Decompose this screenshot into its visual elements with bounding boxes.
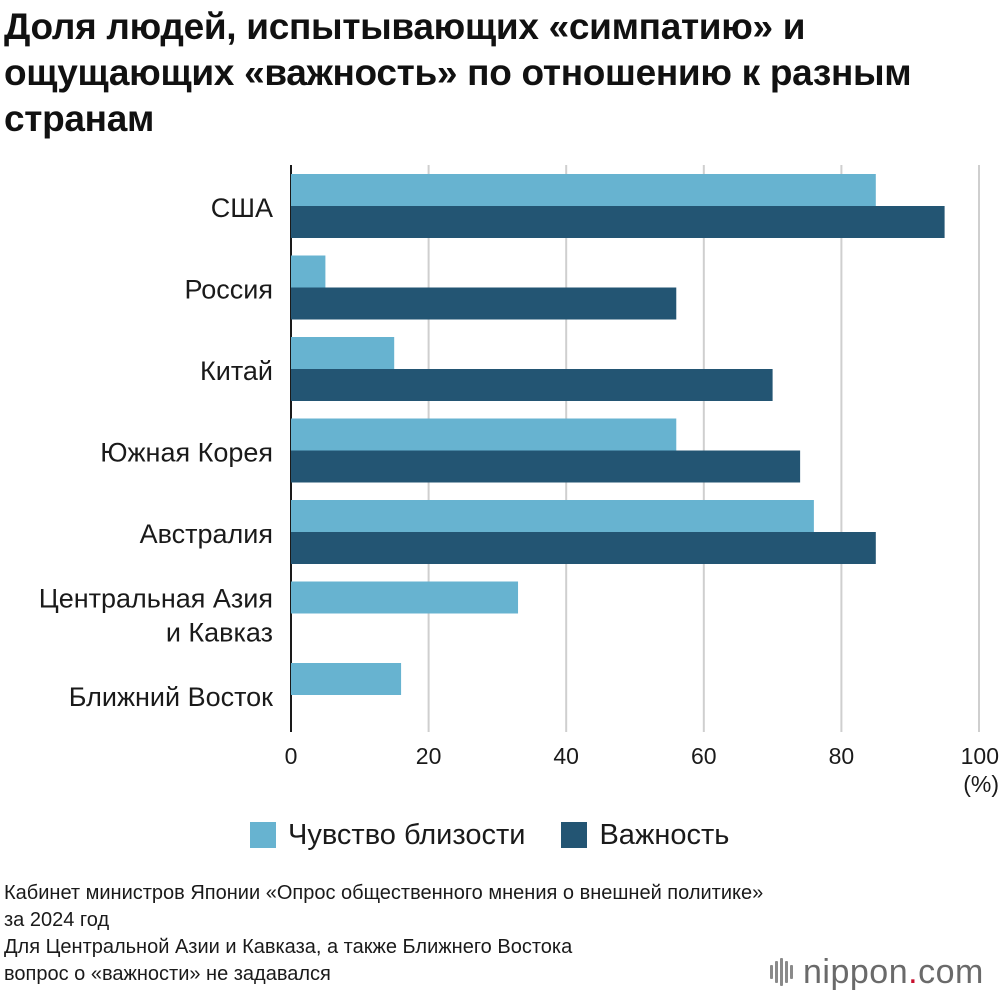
bar-closeness-0 <box>291 174 876 206</box>
logo-dot: . <box>908 952 919 991</box>
bar-importance-2 <box>291 369 773 401</box>
bar-importance-3 <box>291 450 801 483</box>
category-label-line: Южная Корея <box>100 438 273 468</box>
bar-closeness-6 <box>291 663 402 695</box>
category-label-line: Австралия <box>140 519 273 549</box>
bar-importance-4 <box>291 532 876 564</box>
category-label-line: и Кавказ <box>166 618 273 648</box>
legend-item-closeness: Чувство близости <box>250 819 525 852</box>
bar-chart: США Россия Китай Южная Корея Австралия Центра… <box>39 165 999 797</box>
category-label-line: США <box>211 193 273 223</box>
category-label-line: Китай <box>200 356 273 386</box>
category-label-3: Южная Корея <box>100 438 273 468</box>
logo-suffix: com <box>918 952 984 991</box>
x-unit-label: (%) <box>963 771 999 797</box>
logo-name: nippon <box>803 952 909 991</box>
bar-importance-0 <box>291 206 945 238</box>
x-tick-label-100: 100 <box>961 743 999 769</box>
footnote-year: за 2024 год <box>4 909 110 931</box>
logo-bars-icon <box>770 958 795 986</box>
x-tick-label-0: 0 <box>285 743 298 769</box>
footnote-note-cont: вопрос о «важности» не задавался <box>4 963 331 985</box>
bar-closeness-3 <box>291 418 677 451</box>
footnote-source: Кабинет министров Японии «Опрос обществе… <box>4 882 764 904</box>
x-tick-label-60: 60 <box>691 743 717 769</box>
footnote-note: Для Центральной Азии и Кавказа, а также … <box>4 936 573 958</box>
x-tick-label-20: 20 <box>416 743 442 769</box>
bars <box>291 174 945 695</box>
category-labels: США Россия Китай Южная Корея Австралия Центра… <box>39 193 273 712</box>
category-label-5: Центральная Азия и Кавказ <box>39 584 273 648</box>
bar-closeness-5 <box>291 581 519 614</box>
legend: Чувство близости Важность <box>250 815 765 855</box>
x-tick-labels: 0 20 40 60 80 100 <box>285 743 999 769</box>
category-label-4: Австралия <box>140 519 273 549</box>
legend-swatch-closeness <box>250 822 276 848</box>
bar-closeness-2 <box>291 337 395 369</box>
category-label-1: Россия <box>184 275 273 305</box>
x-tick-label-80: 80 <box>829 743 855 769</box>
footnotes: Кабинет министров Японии «Опрос обществе… <box>4 880 984 988</box>
bar-closeness-4 <box>291 500 814 532</box>
legend-item-importance: Важность <box>561 819 729 852</box>
bar-closeness-1 <box>291 255 326 288</box>
legend-label-importance: Важность <box>599 818 730 851</box>
category-label-2: Китай <box>200 356 273 386</box>
chart-title: Доля людей, испытывающих «симпатию» и ощ… <box>4 6 912 139</box>
category-label-6: Ближний Восток <box>69 682 273 712</box>
legend-label-closeness: Чувство близости <box>288 818 526 851</box>
category-label-line: Ближний Восток <box>69 682 273 712</box>
nippon-logo: nippon. com <box>770 952 984 992</box>
legend-swatch-importance <box>561 822 588 848</box>
category-label-line: Россия <box>184 275 273 305</box>
category-label-0: США <box>211 193 273 223</box>
bar-importance-1 <box>291 287 677 320</box>
category-label-line: Центральная Азия <box>39 584 273 614</box>
x-tick-label-40: 40 <box>553 743 579 769</box>
